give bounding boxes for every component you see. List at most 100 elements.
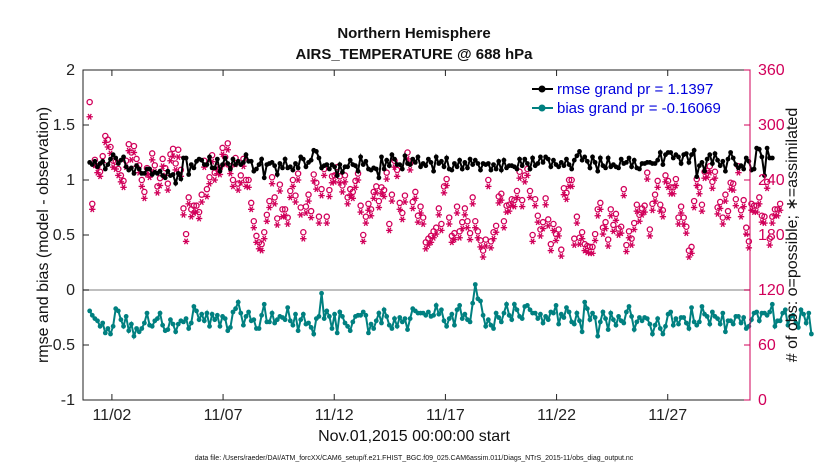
obs-possible-point	[761, 213, 768, 220]
bias-point	[165, 327, 171, 332]
obs-possible-point	[435, 205, 443, 212]
obs-possible-point	[388, 191, 396, 198]
obs-possible-point	[412, 188, 419, 196]
rmse-point	[595, 168, 601, 174]
bias-point	[462, 311, 468, 317]
obs-assimilated-point	[128, 156, 135, 163]
bias-point	[652, 322, 658, 328]
obs-possible-point	[190, 202, 198, 209]
bias-point	[603, 316, 608, 321]
rmse-point	[514, 166, 520, 172]
bias-point	[243, 314, 249, 319]
rmse-point	[233, 162, 238, 168]
rmse-point	[702, 168, 707, 174]
obs-possible-point	[492, 222, 500, 230]
y-tick-label-6: 2	[66, 62, 75, 79]
bias-point	[738, 320, 744, 326]
obs-assimilated-point	[331, 178, 338, 185]
rmse-point	[282, 156, 288, 162]
obs-assimilated-point	[357, 208, 364, 216]
obs-possible-point	[565, 176, 573, 184]
obs-possible-point	[461, 205, 469, 212]
rmse-point	[433, 154, 439, 160]
rmse-point	[769, 155, 775, 161]
rmse-point	[498, 167, 504, 173]
obs-assimilated-point	[360, 238, 367, 245]
obs-assimilated-point	[730, 186, 737, 194]
obs-possible-point	[305, 191, 312, 198]
rmse-point	[603, 165, 608, 171]
rmse-point	[105, 162, 111, 168]
obs-assimilated-point	[417, 209, 424, 217]
rmse-point	[293, 161, 298, 166]
obs-assimilated-point	[532, 202, 539, 209]
obs-assimilated-point	[472, 224, 479, 231]
bias-point	[621, 320, 627, 326]
obs-possible-point	[469, 194, 476, 201]
obs-assimilated-point	[563, 196, 570, 203]
obs-possible-point	[427, 232, 435, 240]
bias-point	[663, 323, 668, 329]
rmse-point	[410, 156, 416, 162]
obs-assimilated-point	[492, 229, 500, 236]
bias-point	[657, 326, 663, 331]
bias-point	[373, 318, 379, 324]
bias-point	[459, 316, 465, 321]
obs-possible-point	[130, 142, 138, 150]
obs-possible-point	[203, 185, 211, 193]
obs-assimilated-point	[578, 235, 586, 242]
obs-assimilated-point	[649, 207, 656, 214]
bias-point	[170, 321, 176, 327]
bias-point	[551, 310, 556, 316]
obs-assimilated-point	[388, 197, 396, 205]
rmse-point	[545, 156, 551, 162]
obs-possible-point	[89, 200, 96, 208]
obs-assimilated-point	[323, 219, 330, 227]
rmse-point	[689, 152, 694, 158]
rmse-point	[704, 156, 710, 162]
obs-possible-point	[274, 215, 281, 222]
rmse-point	[131, 171, 137, 176]
bias-point	[433, 303, 439, 308]
rmse-point	[173, 180, 179, 186]
bias-point	[405, 327, 410, 332]
bias-point	[128, 321, 134, 327]
y-tick-label-1: -0.5	[47, 337, 75, 354]
obs-possible-point	[563, 189, 570, 197]
rmse-point	[332, 164, 337, 170]
bias-point	[504, 301, 509, 307]
rmse-point	[733, 162, 739, 168]
obs-possible-point	[294, 170, 302, 177]
bias-point	[452, 322, 457, 328]
obs-assimilated-point	[576, 241, 583, 248]
obs-possible-point	[690, 197, 698, 205]
rmse-point	[678, 161, 684, 166]
bias-point	[321, 316, 327, 321]
obs-assimilated-point	[310, 177, 317, 185]
bias-point	[767, 309, 773, 315]
bias-point	[650, 331, 655, 337]
bias-point	[246, 309, 252, 315]
rmse-point	[300, 156, 306, 162]
bias-point	[772, 323, 778, 329]
x-tick-label-5: 11/27	[648, 407, 687, 424]
rmse-point	[384, 157, 390, 163]
obs-possible-point	[542, 195, 549, 202]
bias-point	[668, 309, 674, 315]
obs-assimilated-point	[164, 186, 172, 194]
bias-point	[736, 314, 741, 319]
bias-point	[381, 307, 387, 313]
obs-possible-point	[558, 246, 565, 253]
obs-possible-point	[646, 226, 654, 233]
obs-possible-point	[344, 194, 351, 201]
rmse-point	[462, 160, 468, 165]
obs-possible-point	[550, 220, 557, 228]
bias-point	[326, 314, 332, 319]
rmse-point	[441, 164, 447, 170]
obs-assimilated-point	[193, 208, 200, 216]
obs-assimilated-point	[258, 247, 265, 254]
bias-point	[660, 331, 666, 337]
bias-point	[209, 311, 215, 317]
obs-possible-point	[604, 236, 612, 243]
